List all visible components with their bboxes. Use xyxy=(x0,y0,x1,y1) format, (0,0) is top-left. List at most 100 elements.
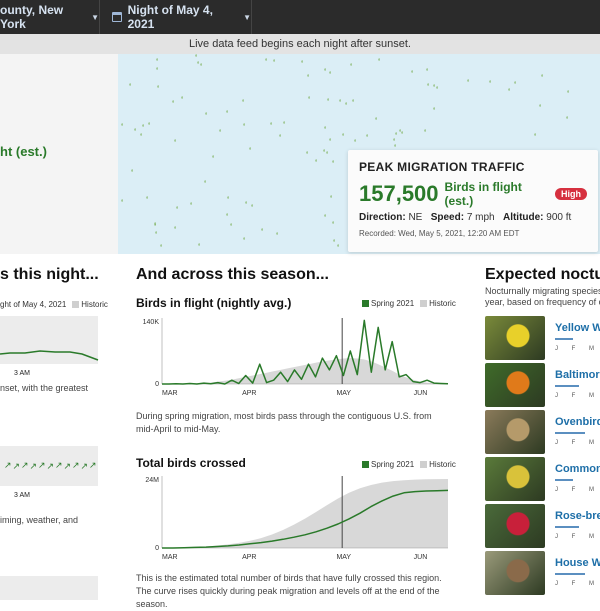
bird-marker: ʻ xyxy=(134,127,137,136)
bird-marker: ʻ xyxy=(337,243,340,252)
species-photo xyxy=(485,316,545,360)
y-tick-label: 0 xyxy=(155,545,159,552)
night-series-line xyxy=(0,350,99,361)
speed-value: 7 mph xyxy=(466,212,495,223)
species-photo xyxy=(485,504,545,548)
occurrence-bar xyxy=(555,432,585,434)
direction-arrow-icon: ↗ xyxy=(89,461,97,471)
speed-label: Speed: xyxy=(430,212,465,223)
species-name[interactable]: Baltimor xyxy=(555,369,600,381)
bird-marker: ʻ xyxy=(433,83,436,92)
peak-traffic-card: PEAK MIGRATION TRAFFIC 157,500 Birds in … xyxy=(348,150,598,252)
chart1-legend: Spring 2021 Historic xyxy=(362,299,456,308)
species-name[interactable]: Rose-bre xyxy=(555,510,600,522)
species-subtitle: Nocturnally migrating species year, base… xyxy=(485,286,600,308)
bird-marker: ʻ xyxy=(366,133,369,142)
bird-marker: ʻ xyxy=(315,158,318,167)
direction-value: NE xyxy=(408,212,423,223)
chart2-note: This is the estimated total number of bi… xyxy=(136,573,442,609)
month-labels: J F M xyxy=(555,440,600,446)
season-column: And across this season... Birds in fligh… xyxy=(118,254,470,609)
chart-background xyxy=(0,446,98,486)
night-note-2: iming, weather, and xyxy=(0,515,79,525)
species-item[interactable]: Rose-bre J F M xyxy=(485,504,600,548)
species-item[interactable]: Common J F M xyxy=(485,457,600,501)
bird-marker: ʻ xyxy=(308,95,311,104)
night-direction-chart: ↗ ↗ ↗ ↗ ↗ ↗ ↗ ↗ ↗ ↗ ↗ xyxy=(0,446,98,486)
chevron-down-icon: ▼ xyxy=(243,12,251,22)
bird-marker: ʻ xyxy=(276,231,279,240)
peak-meta: Direction: NE Speed: 7 mph Altitude: 900… xyxy=(359,212,587,223)
bird-marker: ʻ xyxy=(332,220,335,229)
chart1-title: Birds in flight (nightly avg.) xyxy=(136,296,292,310)
direction-arrow-icon: ↗ xyxy=(72,461,80,471)
bird-marker: ʻ xyxy=(489,79,492,88)
species-item[interactable]: Yellow W J F M xyxy=(485,316,600,360)
bird-marker: ʻ xyxy=(156,57,159,66)
location-selector[interactable]: ounty, New York ▼ xyxy=(0,0,100,34)
bird-marker: ʻ xyxy=(508,87,511,96)
bird-marker: ʻ xyxy=(226,109,229,118)
species-heading: Expected noctur xyxy=(485,266,600,283)
species-column: Expected noctur Nocturnally migrating sp… xyxy=(470,254,600,600)
bird-marker: ʻ xyxy=(342,132,345,141)
bird-marker: ʻ xyxy=(242,98,245,107)
month-labels: J F M xyxy=(555,346,600,352)
legend-swatch xyxy=(420,300,428,308)
species-name[interactable]: Ovenbird xyxy=(555,416,600,428)
date-selector[interactable]: Night of May 4, 2021 ▼ xyxy=(100,0,252,34)
bird-marker: ʻ xyxy=(140,132,143,141)
bird-marker: ʻ xyxy=(401,130,404,139)
bird-marker: ʻ xyxy=(251,203,254,212)
bird-marker: ʻ xyxy=(323,148,326,157)
x-tick-label: JUN xyxy=(414,390,428,397)
bird-marker: ʻ xyxy=(249,146,252,155)
night-extra-chart xyxy=(0,576,98,600)
night-flight-chart xyxy=(0,316,99,364)
bird-marker: ʻ xyxy=(433,106,436,115)
bird-marker: ʻ xyxy=(156,66,159,75)
species-name[interactable]: Common xyxy=(555,463,600,475)
legend-historic: Historic xyxy=(429,460,456,469)
peak-title: PEAK MIGRATION TRAFFIC xyxy=(359,160,525,174)
species-name[interactable]: House W xyxy=(555,557,600,569)
bird-marker: ʻ xyxy=(307,73,310,82)
species-subtitle-line1: Nocturnally migrating species xyxy=(485,286,600,296)
peak-value: 157,500 xyxy=(359,181,439,206)
x-tick-label: MAY xyxy=(336,390,351,397)
x-tick-label: APR xyxy=(242,554,256,561)
species-name[interactable]: Yellow W xyxy=(555,322,600,334)
species-photo xyxy=(485,457,545,501)
bird-marker: ʻ xyxy=(306,150,309,159)
x-tick-label: APR xyxy=(242,390,256,397)
species-photo xyxy=(485,363,545,407)
bird-marker: ʻ xyxy=(329,70,332,79)
species-item[interactable]: Ovenbird J F M xyxy=(485,410,600,454)
bird-marker: ʻ xyxy=(121,122,124,131)
species-item[interactable]: Baltimor J F M xyxy=(485,363,600,407)
occurrence-bar xyxy=(555,573,585,575)
bird-marker: ʻ xyxy=(436,85,439,94)
bird-marker: ʻ xyxy=(181,95,184,104)
recorded-timestamp: Recorded: Wed, May 5, 2021, 12:20 AM EDT xyxy=(359,229,520,238)
species-photo xyxy=(485,410,545,454)
bird-marker: ʻ xyxy=(205,111,208,120)
bird-marker: ʻ xyxy=(324,67,327,76)
bird-marker: ʻ xyxy=(326,150,329,159)
bird-marker: ʻ xyxy=(329,137,332,146)
legend-swatch xyxy=(362,300,369,308)
species-photo xyxy=(485,551,545,595)
bird-marker: ʻ xyxy=(200,62,203,71)
species-item[interactable]: House W J F M xyxy=(485,551,600,595)
bird-marker: ʻ xyxy=(301,59,304,68)
bird-marker: ʻ xyxy=(204,179,207,188)
bird-marker: ʻ xyxy=(279,133,282,142)
historic-area xyxy=(162,479,448,548)
occurrence-bar xyxy=(555,338,573,340)
bird-marker: ʻ xyxy=(324,125,327,134)
top-bar: ounty, New York ▼ Night of May 4, 2021 ▼ xyxy=(0,0,600,34)
month-labels: J F M xyxy=(555,581,600,587)
bird-marker: ʻ xyxy=(283,120,286,129)
occurrence-bar xyxy=(555,479,573,481)
